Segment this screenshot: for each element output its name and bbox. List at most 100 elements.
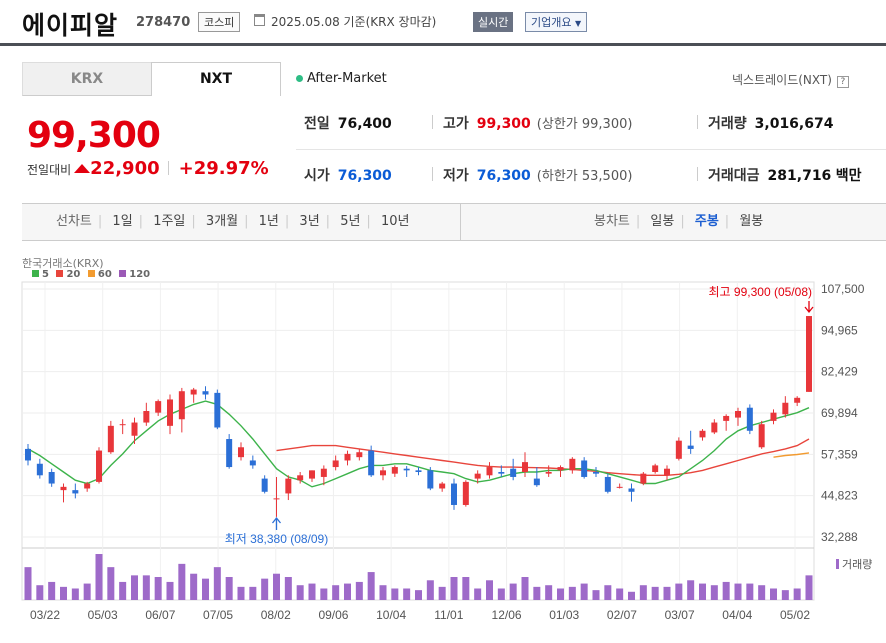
volume-bar (367, 572, 375, 600)
volume-bar (509, 583, 517, 600)
period-1d[interactable]: 1일 (112, 214, 133, 229)
company-overview-dropdown[interactable]: 기업개요 ▼ (525, 12, 588, 32)
volume-bar (474, 588, 482, 600)
period-5y[interactable]: 5년 (340, 214, 361, 229)
candle-body (427, 470, 434, 489)
tab-nxt[interactable]: NXT (151, 62, 281, 96)
candle-body (332, 460, 339, 468)
base-date: 2025.05.08 기준(KRX 장마감) (271, 15, 437, 29)
ma5-label: 5 (42, 269, 49, 280)
divider (697, 167, 698, 181)
after-market-status: After-Market (296, 71, 387, 86)
realtime-button[interactable]: 실시간 (473, 12, 514, 32)
candle-body (380, 470, 386, 476)
ma60-swatch (87, 270, 95, 277)
ma20-label: 20 (66, 269, 81, 280)
lower-limit: (하한가 53,500) (536, 169, 633, 184)
candle-body (794, 397, 801, 403)
candle-body (25, 448, 31, 461)
period-3y[interactable]: 3년 (299, 214, 320, 229)
volume-bar (746, 583, 754, 600)
period-1w[interactable]: 1주일 (153, 214, 186, 229)
candle-chart-group: 봉차트 | 일봉 | 주봉 | 월봉 (594, 214, 764, 229)
candle-daily[interactable]: 일봉 (650, 214, 675, 229)
y-tick-label: 57,359 (821, 447, 858, 461)
x-tick-label: 09/06 (318, 608, 348, 622)
candle-body (107, 425, 114, 453)
candle-body (119, 424, 126, 426)
divider (432, 115, 433, 129)
volume-bar (438, 586, 446, 600)
period-1y[interactable]: 1년 (258, 214, 279, 229)
period-3m[interactable]: 3개월 (205, 214, 239, 229)
volume-bar (36, 585, 44, 600)
candle-body (593, 472, 599, 474)
nextrade-link[interactable]: 넥스트레이드(NXT)? (732, 71, 849, 88)
x-tick-label: 07/05 (203, 608, 233, 622)
volume-bar (545, 585, 553, 600)
volume-bar (178, 563, 186, 600)
candle-body (131, 422, 138, 436)
volume-bar (722, 581, 730, 600)
y-tick-label: 44,823 (821, 489, 858, 503)
low-annotation: 최저 38,380 (08/09) (225, 532, 328, 546)
volume-bar (284, 577, 292, 600)
candle-body (782, 402, 789, 415)
candle-body (711, 422, 718, 433)
candle-body (522, 462, 528, 473)
price-change-percent: +29.97% (178, 158, 269, 179)
stat-low: 저가 76,300 (하한가 53,500) (443, 165, 632, 185)
candle-body (155, 401, 162, 413)
high-arrow-icon (804, 301, 814, 314)
volume-bar (580, 583, 588, 600)
stock-header: 에이피알 278470 코스피 2025.05.08 기준(KRX 장마감) 실… (0, 0, 886, 46)
period-10y[interactable]: 10년 (380, 214, 410, 229)
up-arrow-icon (74, 164, 91, 173)
volume-bar (355, 581, 363, 600)
x-tick-label: 03/07 (665, 608, 695, 622)
candle-body (344, 453, 351, 461)
candle-body (675, 440, 682, 459)
volume-bar (142, 575, 150, 600)
stat-label: 시가 (304, 168, 330, 184)
ma60-label: 60 (97, 269, 112, 280)
candle-body (652, 465, 659, 473)
stat-value: 76,300 (337, 168, 392, 184)
candle-body (616, 486, 623, 488)
candle-body (356, 452, 363, 458)
volume-bar (237, 586, 245, 600)
candle-weekly[interactable]: 주봉 (694, 214, 719, 229)
candle-body (143, 411, 150, 423)
candle-body (581, 460, 588, 477)
volume-bar (308, 583, 316, 600)
volume-bar (95, 554, 103, 600)
price-change-amount: 22,900 (90, 158, 160, 179)
candle-monthly[interactable]: 월봉 (739, 214, 764, 229)
high-annotation: 최고 99,300 (05/08) (709, 285, 812, 299)
candle-body (557, 467, 564, 471)
help-icon[interactable]: ? (836, 76, 849, 88)
candle-body (699, 430, 706, 438)
line-chart-group: 선차트 | 1일 | 1주일 | 3개월 | 1년 | 3년 | 5년 | 10년 (56, 214, 410, 229)
volume-bar (379, 585, 387, 600)
candle-body (320, 468, 327, 477)
volume-bar (616, 588, 624, 600)
volume-bar (734, 583, 742, 600)
ma-legend: 5 20 60 120 (28, 269, 150, 280)
x-tick-label: 08/02 (261, 608, 291, 622)
candle-body (261, 478, 268, 492)
volume-bar (24, 567, 32, 600)
candle-body (498, 472, 505, 474)
volume-bar (604, 585, 612, 600)
line-chart-label: 선차트 (56, 214, 92, 229)
candle-body (214, 392, 221, 428)
volume-bar (225, 577, 233, 600)
candle-body (202, 391, 209, 395)
x-tick-label: 05/02 (780, 608, 810, 622)
volume-bar (687, 580, 695, 600)
candle-body (72, 490, 79, 494)
volume-bar (486, 580, 493, 600)
upper-limit: (상한가 99,300) (536, 117, 633, 132)
divider (697, 115, 698, 129)
